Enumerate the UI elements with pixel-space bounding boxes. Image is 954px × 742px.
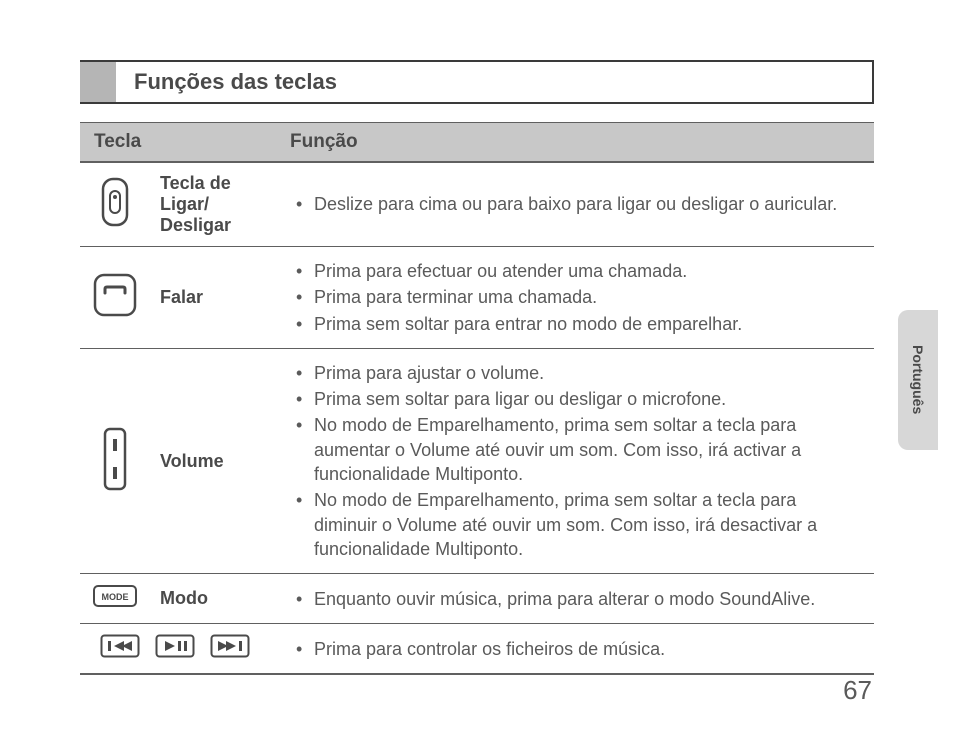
icon-cell <box>80 162 150 247</box>
table-row: Prima para controlar os ficheiros de mús… <box>80 624 874 675</box>
function-list: Prima para efectuar ou atender uma chama… <box>290 259 864 336</box>
section-heading: Funções das teclas <box>80 60 874 104</box>
function-cell: Prima para efectuar ou atender uma chama… <box>280 247 874 349</box>
function-cell: Prima para controlar os ficheiros de mús… <box>280 624 874 675</box>
function-item: No modo de Emparelhamento, prima sem sol… <box>290 488 864 561</box>
power-switch-icon <box>101 177 129 227</box>
function-item: Prima sem soltar para entrar no modo de … <box>290 312 864 336</box>
icon-cell <box>80 624 280 675</box>
col-tecla: Tecla <box>80 123 280 163</box>
function-item: Deslize para cima ou para baixo para lig… <box>290 192 864 216</box>
function-cell: Prima para ajustar o volume. Prima sem s… <box>280 348 874 573</box>
heading-grey-block <box>80 62 116 102</box>
table-row: MODE Modo Enquanto ouvir música, prima p… <box>80 574 874 624</box>
section-title: Funções das teclas <box>116 62 872 102</box>
table-row: Volume Prima para ajustar o volume. Prim… <box>80 348 874 573</box>
keys-table: Tecla Função Tecla de Ligar/ Desligar <box>80 122 874 675</box>
key-label: Tecla de Ligar/ Desligar <box>150 162 280 247</box>
function-cell: Enquanto ouvir música, prima para altera… <box>280 574 874 624</box>
function-list: Prima para controlar os ficheiros de mús… <box>290 637 864 661</box>
media-next-icon <box>210 634 250 658</box>
mode-button-icon: MODE <box>92 584 138 608</box>
volume-rocker-icon <box>102 427 128 491</box>
function-list: Prima para ajustar o volume. Prima sem s… <box>290 361 864 561</box>
key-label: Modo <box>150 574 280 624</box>
col-funcao: Função <box>280 123 874 163</box>
function-item: No modo de Emparelhamento, prima sem sol… <box>290 413 864 486</box>
icon-cell: MODE <box>80 574 150 624</box>
function-item: Prima para ajustar o volume. <box>290 361 864 385</box>
svg-text:MODE: MODE <box>102 592 129 602</box>
table-header-row: Tecla Função <box>80 123 874 163</box>
key-label: Volume <box>150 348 280 573</box>
icon-cell <box>80 247 150 349</box>
function-item: Prima para terminar uma chamada. <box>290 285 864 309</box>
function-item: Prima para efectuar ou atender uma chama… <box>290 259 864 283</box>
talk-button-icon <box>92 272 138 318</box>
page-number: 67 <box>843 675 872 706</box>
function-item: Prima sem soltar para ligar ou desligar … <box>290 387 864 411</box>
table-row: Tecla de Ligar/ Desligar Deslize para ci… <box>80 162 874 247</box>
key-label: Falar <box>150 247 280 349</box>
function-cell: Deslize para cima ou para baixo para lig… <box>280 162 874 247</box>
media-prev-icon <box>100 634 140 658</box>
media-playpause-icon <box>155 634 195 658</box>
table-row: Falar Prima para efectuar ou atender uma… <box>80 247 874 349</box>
manual-page: Funções das teclas Tecla Função <box>0 0 954 742</box>
function-item: Enquanto ouvir música, prima para altera… <box>290 587 864 611</box>
icon-cell <box>80 348 150 573</box>
function-list: Deslize para cima ou para baixo para lig… <box>290 192 864 216</box>
function-item: Prima para controlar os ficheiros de mús… <box>290 637 864 661</box>
language-tab: Português <box>898 310 938 450</box>
function-list: Enquanto ouvir música, prima para altera… <box>290 587 864 611</box>
language-tab-label: Português <box>910 345 926 414</box>
